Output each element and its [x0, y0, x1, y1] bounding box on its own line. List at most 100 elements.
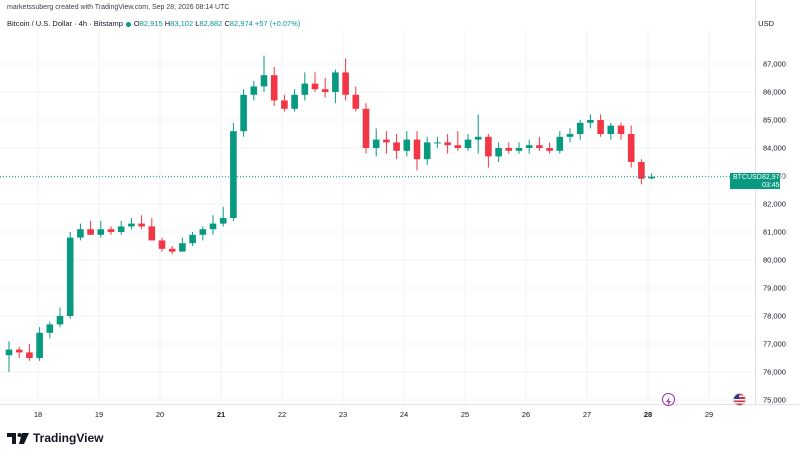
candle-body [515, 148, 523, 151]
chart-grid [0, 30, 755, 404]
candle [46, 321, 54, 339]
candle-body [240, 94, 247, 132]
candle [230, 122, 237, 221]
candle [362, 103, 370, 154]
symbol-title[interactable]: Bitcoin / U.S. Dollar · 4h · Bitstamp [7, 19, 123, 28]
candle [158, 237, 166, 252]
candle [117, 220, 125, 235]
candle [56, 307, 64, 328]
candle-body [26, 352, 33, 358]
y-tick-label: 75,000 [763, 396, 786, 405]
y-tick-label: 85,000 [763, 116, 786, 125]
candle-body [587, 120, 594, 123]
candle-body [434, 142, 441, 144]
candle-body [454, 145, 462, 148]
x-tick-label: 22 [278, 410, 286, 419]
candle [413, 131, 421, 171]
candle [556, 131, 564, 154]
candle-body [77, 229, 84, 238]
candle [107, 226, 115, 235]
candle [148, 218, 156, 241]
price-axis-border [755, 0, 756, 404]
candle-body [66, 237, 74, 316]
currency-label[interactable]: USD [758, 19, 774, 28]
candle [342, 58, 349, 101]
candle [546, 142, 553, 154]
high-value: 83,102 [170, 19, 194, 28]
candle-body [219, 218, 227, 224]
candle-body [148, 226, 156, 241]
open-value: 82,915 [139, 19, 163, 28]
price-tag-symbol: BTCUSD [733, 174, 762, 181]
candle-body [270, 75, 278, 101]
low-label: L [195, 19, 200, 28]
candle [566, 128, 574, 143]
candle [587, 114, 594, 129]
candle [240, 89, 247, 137]
candle-body [15, 349, 23, 353]
lightning-icon[interactable] [662, 393, 675, 406]
candle-body [372, 139, 380, 148]
y-tick-label: 78,000 [763, 312, 786, 321]
y-tick-label: 79,000 [763, 284, 786, 293]
candles-layer [5, 55, 655, 372]
candle [372, 128, 380, 157]
candle [607, 122, 615, 140]
candle [128, 218, 135, 230]
candle-body [189, 234, 196, 244]
candle-body [138, 223, 145, 227]
candle-body [117, 226, 125, 232]
candle-body [648, 176, 655, 179]
candle [434, 136, 441, 148]
candle [423, 136, 431, 165]
candle-body [250, 86, 258, 95]
candle-body [5, 349, 13, 356]
candle-body [209, 223, 217, 230]
candle [36, 327, 43, 361]
y-tick-label: 86,000 [763, 88, 786, 97]
candle [393, 134, 400, 160]
open-label: O [133, 19, 140, 28]
candle-body [413, 139, 421, 160]
candle [576, 120, 584, 140]
candle-body [525, 145, 533, 148]
candle [617, 122, 625, 140]
change-value: +57 (+0.07%) [254, 19, 301, 28]
candle [332, 69, 339, 104]
price-tag-value: 82,974 [762, 174, 784, 181]
y-axis: 75,000 76,000 77,000 78,000 79,000 80,000 81,0… [763, 60, 786, 405]
us-flag-icon[interactable] [733, 393, 746, 406]
candle [444, 134, 451, 154]
candle-body [638, 162, 645, 179]
candle [66, 232, 74, 319]
candle-body [281, 100, 288, 109]
candle-body [168, 248, 176, 252]
x-tick-label: 21 [217, 410, 225, 419]
y-tick-label: 80,000 [763, 256, 786, 265]
candle [627, 125, 635, 168]
candle [260, 55, 268, 92]
candle [301, 72, 309, 101]
candle [291, 89, 298, 112]
time-axis-border [0, 404, 800, 405]
candle [97, 220, 105, 238]
symbol-legend: Bitcoin / U.S. Dollar · 4h · Bitstamp O82… [7, 19, 300, 28]
candle-body [556, 136, 564, 151]
y-tick-label: 77,000 [763, 340, 786, 349]
candle-body [179, 243, 186, 252]
candle [199, 226, 207, 241]
candle [485, 134, 492, 168]
candle-body [56, 316, 64, 325]
x-tick-label: 27 [583, 410, 591, 419]
candle-body [617, 125, 625, 134]
y-tick-label: 81,000 [763, 228, 786, 237]
candle [505, 142, 513, 154]
candle [77, 223, 84, 241]
candle-body [485, 136, 492, 157]
candle [495, 142, 502, 162]
candle-body [383, 139, 390, 143]
candle-body [403, 139, 411, 151]
candle-body [36, 332, 43, 358]
tradingview-logo[interactable]: TradingView [7, 431, 103, 445]
